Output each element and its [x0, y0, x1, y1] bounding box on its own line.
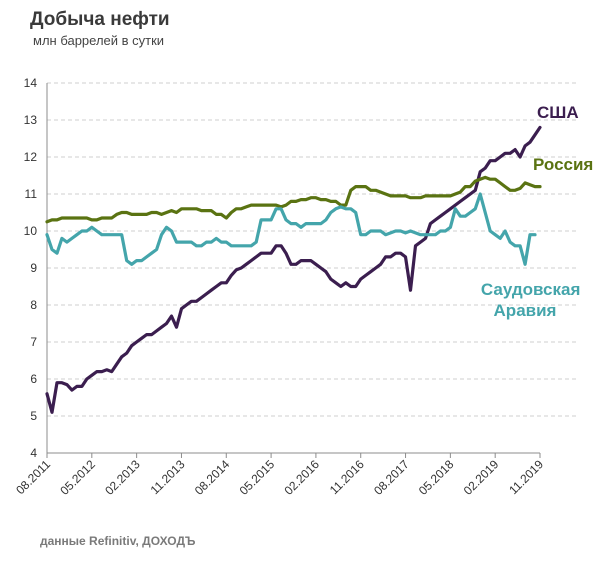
x-tick-label: 05.2012 [57, 457, 98, 498]
series-lines [45, 125, 542, 414]
x-tick-label: 05.2018 [416, 457, 457, 498]
series-label-russia: Россия [533, 155, 593, 174]
x-tick-label: 02.2019 [461, 457, 502, 498]
x-tick-label: 11.2013 [148, 457, 188, 497]
y-tick-label: 7 [30, 335, 37, 349]
x-tick-label: 08.2017 [371, 457, 412, 498]
series-label-saudi-line1: Саудовская [481, 280, 581, 299]
series-line-usa [45, 125, 542, 414]
x-tick-label: 11.2019 [506, 457, 546, 497]
series-line-russia [45, 175, 542, 224]
x-tick-label: 02.2013 [102, 457, 143, 498]
x-tick-label: 05.2015 [237, 457, 278, 498]
x-tick-label: 08.2014 [192, 457, 233, 498]
chart-subtitle: млн баррелей в сутки [33, 33, 165, 48]
y-tick-label: 6 [30, 372, 37, 386]
x-tick-label: 08.2011 [13, 457, 53, 497]
y-tick-label: 13 [24, 113, 38, 127]
chart-title: Добыча нефти [30, 9, 170, 30]
series-label-saudi-line2: Аравия [494, 301, 557, 320]
x-tick-label: 11.2016 [327, 457, 367, 497]
y-tick-label: 11 [25, 187, 38, 201]
y-tick-label: 14 [24, 76, 38, 90]
y-tick-label: 12 [24, 150, 38, 164]
series-line-saudi-arabia [45, 192, 537, 266]
y-tick-label: 10 [24, 224, 38, 238]
data-source-note: данные Refinitiv, ДОХОДЪ [40, 534, 196, 548]
series-label-saudi-arabia: Саудовская Аравия [481, 280, 585, 320]
y-tick-label: 5 [30, 409, 37, 423]
x-tick-label: 02.2016 [281, 457, 322, 498]
series-label-usa: США [537, 103, 579, 122]
y-tick-label: 8 [30, 298, 37, 312]
gridlines [47, 82, 578, 417]
series-labels: США Россия Саудовская Аравия [481, 103, 593, 320]
y-tick-label: 4 [30, 446, 37, 460]
y-tick-label: 9 [30, 261, 37, 275]
